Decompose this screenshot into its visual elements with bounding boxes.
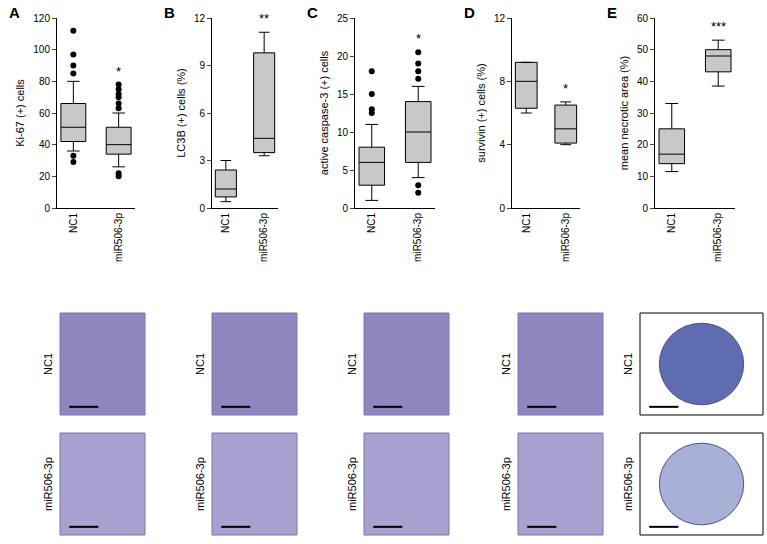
svg-text:NC1: NC1: [500, 353, 512, 375]
svg-text:12: 12: [194, 13, 206, 24]
svg-text:LC3B (+) cells (%): LC3B (+) cells (%): [175, 68, 187, 158]
svg-text:0: 0: [342, 203, 348, 214]
svg-text:*: *: [116, 64, 121, 79]
svg-text:E: E: [607, 4, 617, 21]
svg-text:*: *: [416, 31, 421, 46]
svg-text:20: 20: [337, 51, 349, 62]
svg-text:80: 80: [39, 76, 51, 87]
svg-text:miR506-3p: miR506-3p: [560, 213, 571, 262]
svg-text:NC1: NC1: [366, 213, 377, 233]
svg-text:100: 100: [33, 44, 50, 55]
svg-text:20: 20: [39, 171, 51, 182]
svg-text:0: 0: [499, 203, 505, 214]
svg-text:8: 8: [499, 76, 505, 87]
svg-text:NC1: NC1: [622, 353, 634, 375]
svg-text:0: 0: [642, 203, 648, 214]
svg-text:0: 0: [199, 203, 205, 214]
svg-text:miR506-3p: miR506-3p: [412, 213, 423, 262]
svg-text:A: A: [9, 4, 20, 21]
svg-text:*: *: [563, 81, 568, 96]
svg-text:NC1: NC1: [521, 213, 532, 233]
svg-text:12: 12: [494, 13, 506, 24]
svg-text:40: 40: [39, 139, 51, 150]
svg-text:6: 6: [199, 108, 205, 119]
svg-text:10: 10: [637, 171, 649, 182]
svg-text:NC1: NC1: [220, 213, 231, 233]
svg-text:**: **: [259, 11, 269, 26]
svg-text:miR506-3p: miR506-3p: [258, 213, 269, 262]
svg-text:miR506-3p: miR506-3p: [500, 457, 512, 511]
svg-text:40: 40: [637, 76, 649, 87]
svg-text:15: 15: [337, 89, 349, 100]
svg-text:miR506-3p: miR506-3p: [113, 213, 124, 262]
svg-text:NC1: NC1: [346, 353, 358, 375]
svg-text:NC1: NC1: [666, 213, 677, 233]
svg-text:miR506-3p: miR506-3p: [346, 457, 358, 511]
svg-text:NC1: NC1: [42, 353, 54, 375]
svg-text:10: 10: [337, 127, 349, 138]
svg-text:Ki-67 (+) cells: Ki-67 (+) cells: [14, 79, 26, 147]
svg-text:NC1: NC1: [194, 353, 206, 375]
svg-text:30: 30: [637, 108, 649, 119]
svg-text:C: C: [307, 4, 318, 21]
svg-text:NC1: NC1: [68, 213, 79, 233]
svg-text:9: 9: [199, 60, 205, 71]
svg-text:0: 0: [44, 203, 50, 214]
svg-text:60: 60: [39, 108, 51, 119]
svg-text:20: 20: [637, 139, 649, 150]
svg-text:3: 3: [199, 155, 205, 166]
svg-text:miR506-3p: miR506-3p: [622, 457, 634, 511]
svg-text:miR506-3p: miR506-3p: [712, 213, 723, 262]
svg-text:D: D: [464, 4, 475, 21]
svg-text:4: 4: [499, 139, 505, 150]
svg-text:120: 120: [33, 13, 50, 24]
svg-text:***: ***: [711, 19, 726, 34]
svg-text:survivin (+) cells (%): survivin (+) cells (%): [475, 63, 487, 162]
svg-text:miR506-3p: miR506-3p: [194, 457, 206, 511]
svg-text:60: 60: [637, 13, 649, 24]
svg-text:miR506-3p: miR506-3p: [42, 457, 54, 511]
svg-text:50: 50: [637, 44, 649, 55]
svg-text:B: B: [164, 4, 175, 21]
svg-text:5: 5: [342, 165, 348, 176]
svg-text:mean necrotic area (%): mean necrotic area (%): [618, 56, 630, 170]
svg-text:25: 25: [337, 13, 349, 24]
svg-text:active caspase-3 (+) cells: active caspase-3 (+) cells: [318, 50, 330, 175]
